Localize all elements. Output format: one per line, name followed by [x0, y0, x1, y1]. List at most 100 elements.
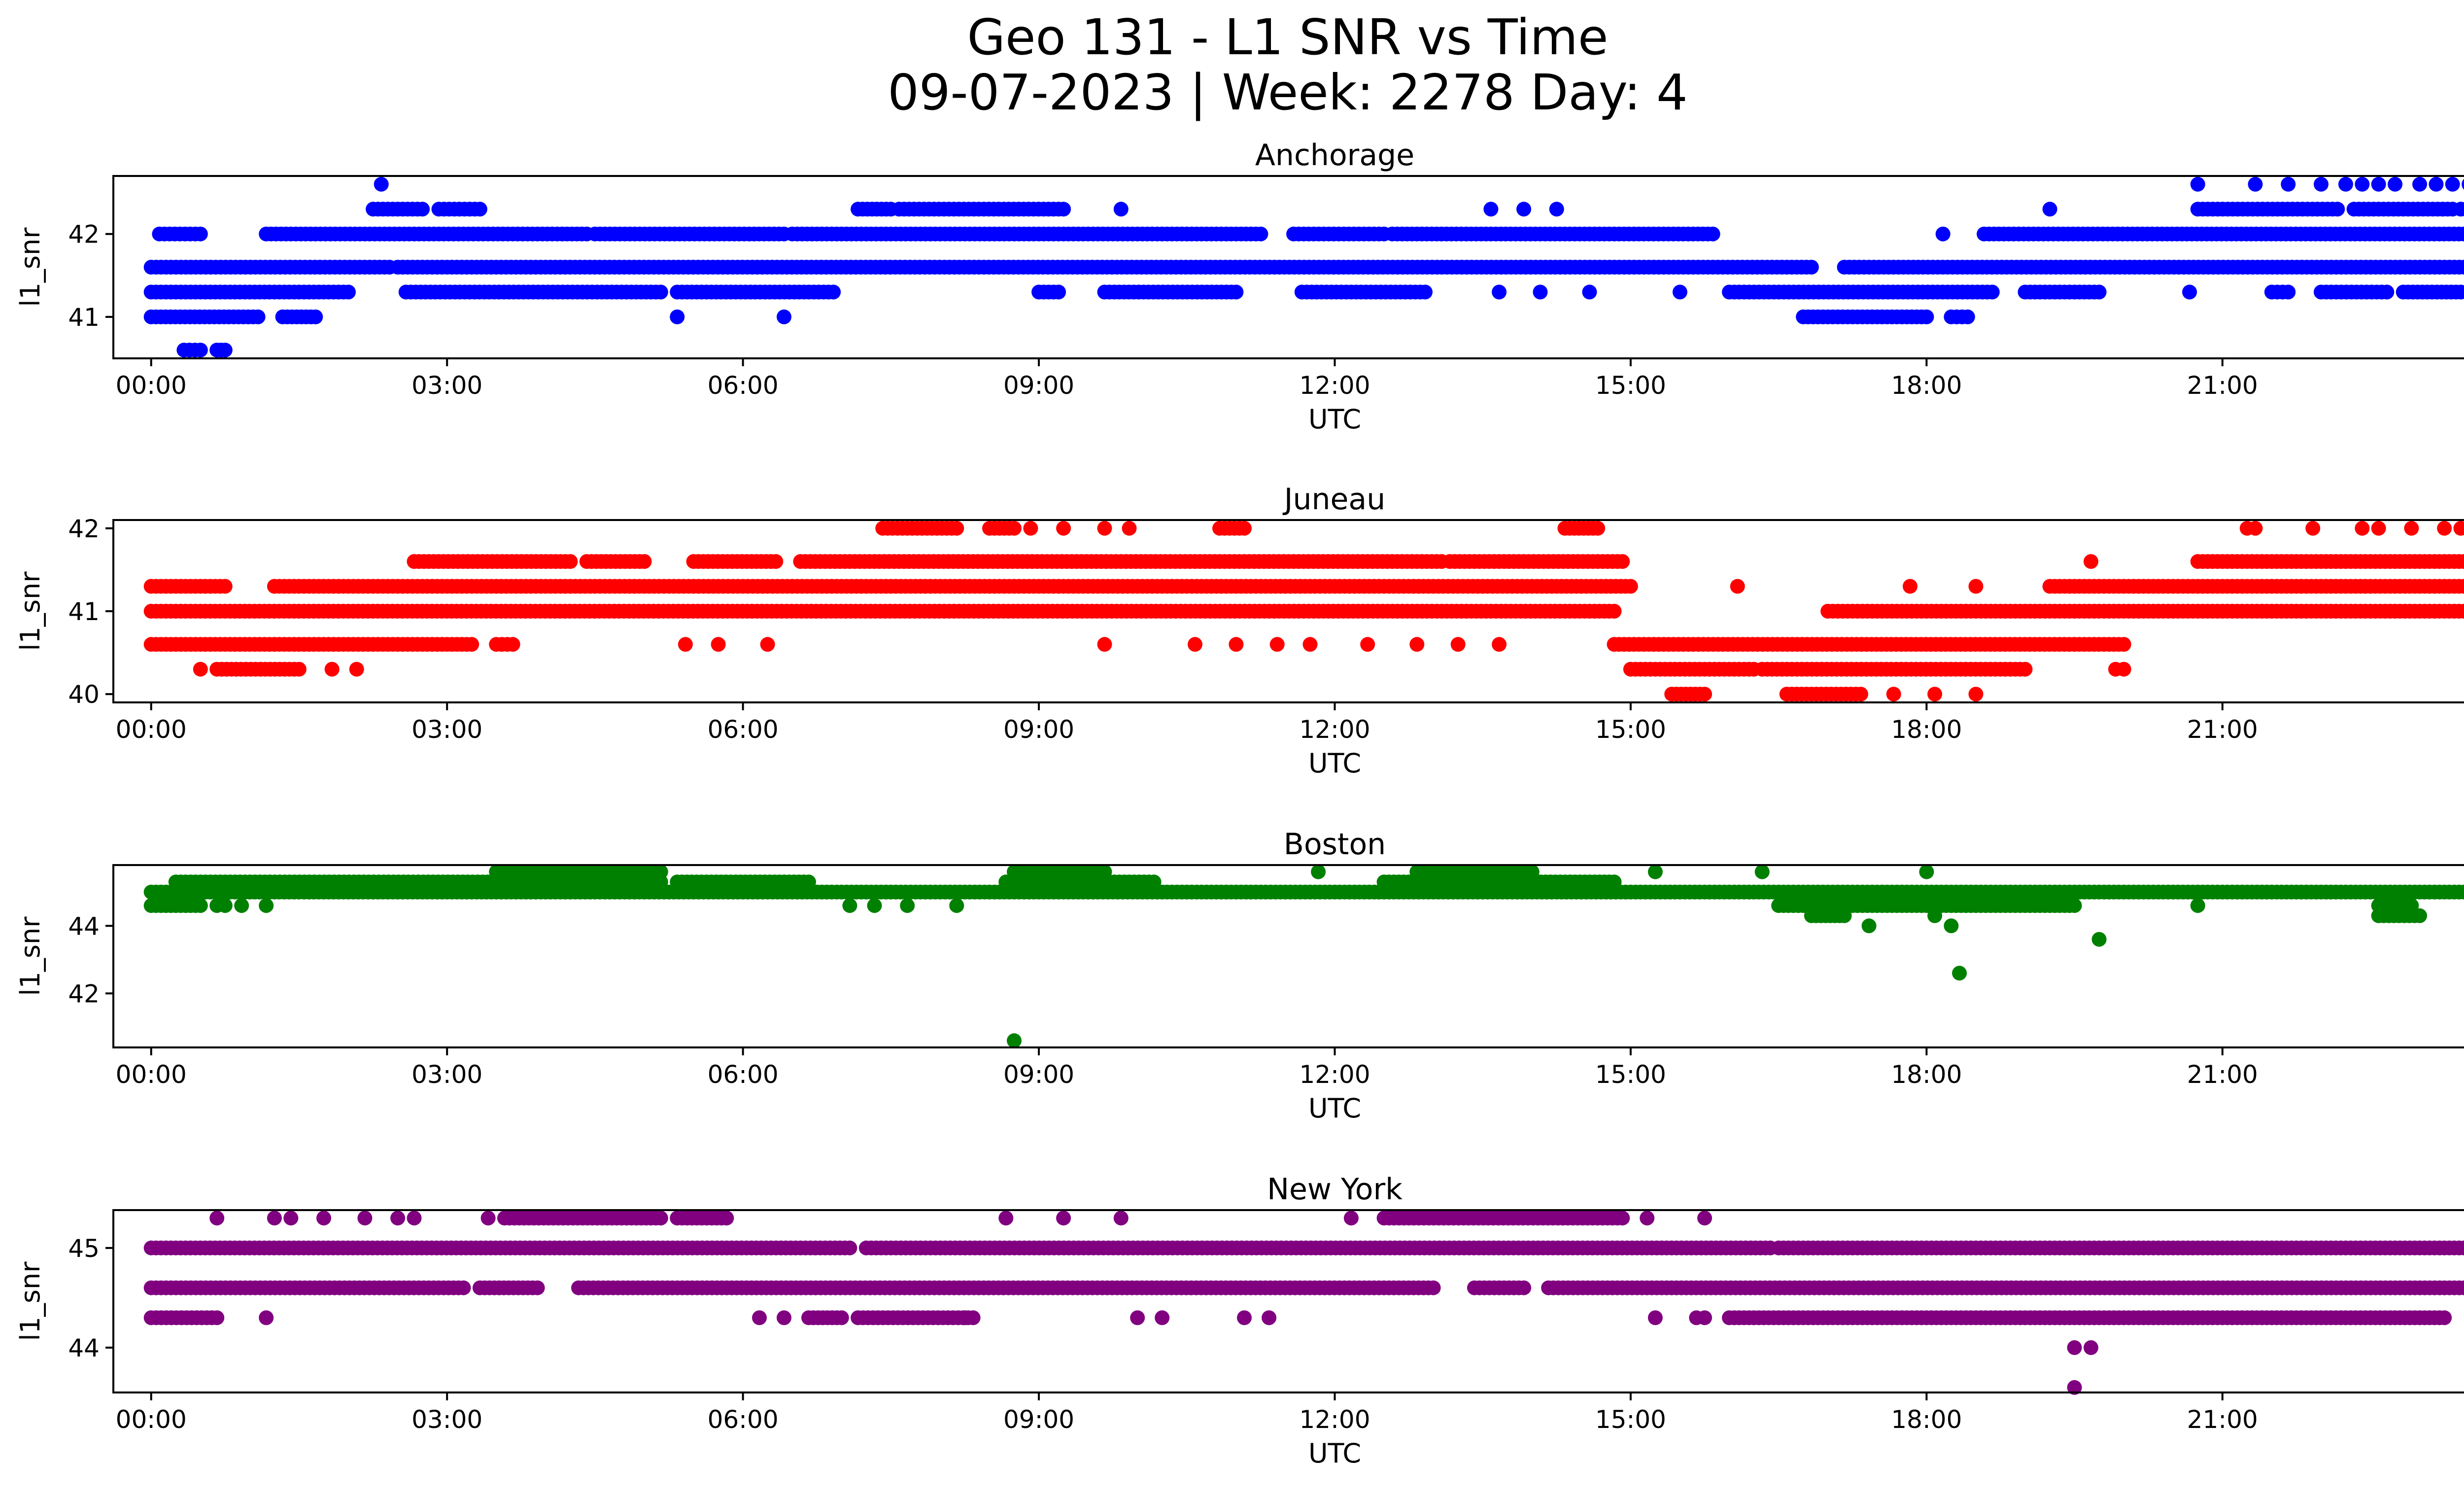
x-tick-label: 00:00 — [116, 371, 187, 400]
data-point — [2461, 228, 2464, 240]
data-point — [1007, 1033, 1022, 1048]
data-point — [1804, 260, 1819, 275]
data-point — [217, 579, 233, 594]
data-point — [324, 661, 340, 677]
data-points — [143, 1211, 2464, 1395]
data-point — [1188, 637, 1202, 652]
x-tick-label: 12:00 — [1299, 715, 1370, 744]
data-point — [1450, 637, 1466, 652]
data-point — [2190, 176, 2205, 192]
data-point — [637, 554, 652, 569]
x-tick-label: 21:00 — [2187, 715, 2258, 744]
data-point — [760, 637, 775, 652]
data-point — [1007, 521, 1022, 536]
x-tick-label: 03:00 — [411, 715, 482, 744]
data-point — [1492, 284, 1507, 300]
x-tick-label: 00:00 — [116, 715, 187, 744]
data-point — [2371, 176, 2386, 192]
data-point — [1607, 604, 1622, 619]
data-point — [2091, 932, 2107, 947]
x-tick-label: 06:00 — [708, 1060, 779, 1089]
figure-title-line1: Geo 131 - L1 SNR vs Time — [967, 8, 1608, 66]
data-point — [2462, 581, 2464, 592]
data-point — [308, 309, 323, 324]
data-point — [1302, 637, 1318, 652]
data-point — [777, 309, 791, 324]
x-axis-label: UTC — [1308, 404, 1361, 435]
data-point — [2338, 176, 2353, 192]
y-tick-label: 41 — [68, 597, 100, 626]
data-point — [1253, 226, 1268, 242]
y-axis-label: l1_snr — [15, 571, 46, 651]
data-point — [1935, 226, 1951, 242]
data-point — [900, 898, 915, 913]
data-point — [1409, 637, 1425, 652]
y-tick-label: 41 — [68, 303, 100, 332]
data-point — [1492, 637, 1507, 652]
y-tick-label: 42 — [68, 220, 100, 249]
data-point — [1418, 284, 1433, 300]
data-point — [1237, 521, 1252, 536]
data-point — [1360, 637, 1375, 652]
data-point — [2116, 661, 2131, 677]
data-point — [1754, 864, 1770, 879]
data-point — [2458, 202, 2464, 216]
data-point — [2018, 661, 2033, 677]
data-point — [1516, 1280, 1532, 1295]
data-point — [1968, 579, 1984, 594]
data-point — [456, 1280, 471, 1295]
x-tick-label: 06:00 — [708, 715, 779, 744]
data-point — [1837, 908, 1852, 923]
x-tick-label: 09:00 — [1003, 371, 1074, 400]
data-point — [217, 898, 233, 913]
data-point — [1426, 1280, 1441, 1295]
data-point — [2462, 1282, 2464, 1293]
data-point — [193, 898, 208, 913]
data-point — [1549, 202, 1564, 217]
data-point — [2462, 522, 2464, 534]
data-point — [653, 284, 668, 300]
data-point — [2248, 176, 2263, 192]
data-point — [1097, 864, 1112, 879]
data-point — [234, 898, 249, 913]
data-point — [1730, 579, 1745, 594]
subplot-title: New York — [1267, 1172, 1403, 1207]
subplot-title: Boston — [1284, 827, 1386, 862]
y-tick-label: 42 — [68, 979, 100, 1008]
data-point — [2355, 176, 2370, 192]
data-point — [209, 1310, 225, 1325]
x-tick-label: 18:00 — [1891, 1060, 1962, 1089]
data-point — [1311, 864, 1326, 879]
data-point — [2371, 521, 2386, 536]
data-point — [374, 176, 389, 192]
data-point — [1056, 202, 1071, 217]
data-point — [1985, 284, 2000, 300]
x-tick-label: 15:00 — [1595, 371, 1666, 400]
data-point — [2388, 176, 2403, 192]
data-point — [1919, 309, 1934, 324]
data-point — [1056, 521, 1071, 536]
data-point — [341, 284, 356, 300]
data-point — [653, 864, 668, 879]
data-point — [2457, 604, 2464, 619]
data-point — [1952, 966, 1967, 981]
data-point — [1853, 687, 1868, 702]
y-axis-label: l1_snr — [15, 227, 46, 307]
data-point — [2116, 637, 2131, 652]
data-point — [1533, 284, 1548, 300]
data-point — [2457, 579, 2464, 594]
data-point — [2067, 898, 2082, 913]
data-point — [1097, 637, 1112, 652]
data-point — [2314, 176, 2328, 192]
data-point — [530, 1280, 545, 1295]
data-point — [1919, 864, 1934, 879]
data-point — [2457, 1280, 2464, 1295]
data-point — [415, 202, 430, 217]
data-point — [1623, 579, 1638, 594]
data-point — [826, 284, 841, 300]
data-point — [1648, 864, 1663, 879]
